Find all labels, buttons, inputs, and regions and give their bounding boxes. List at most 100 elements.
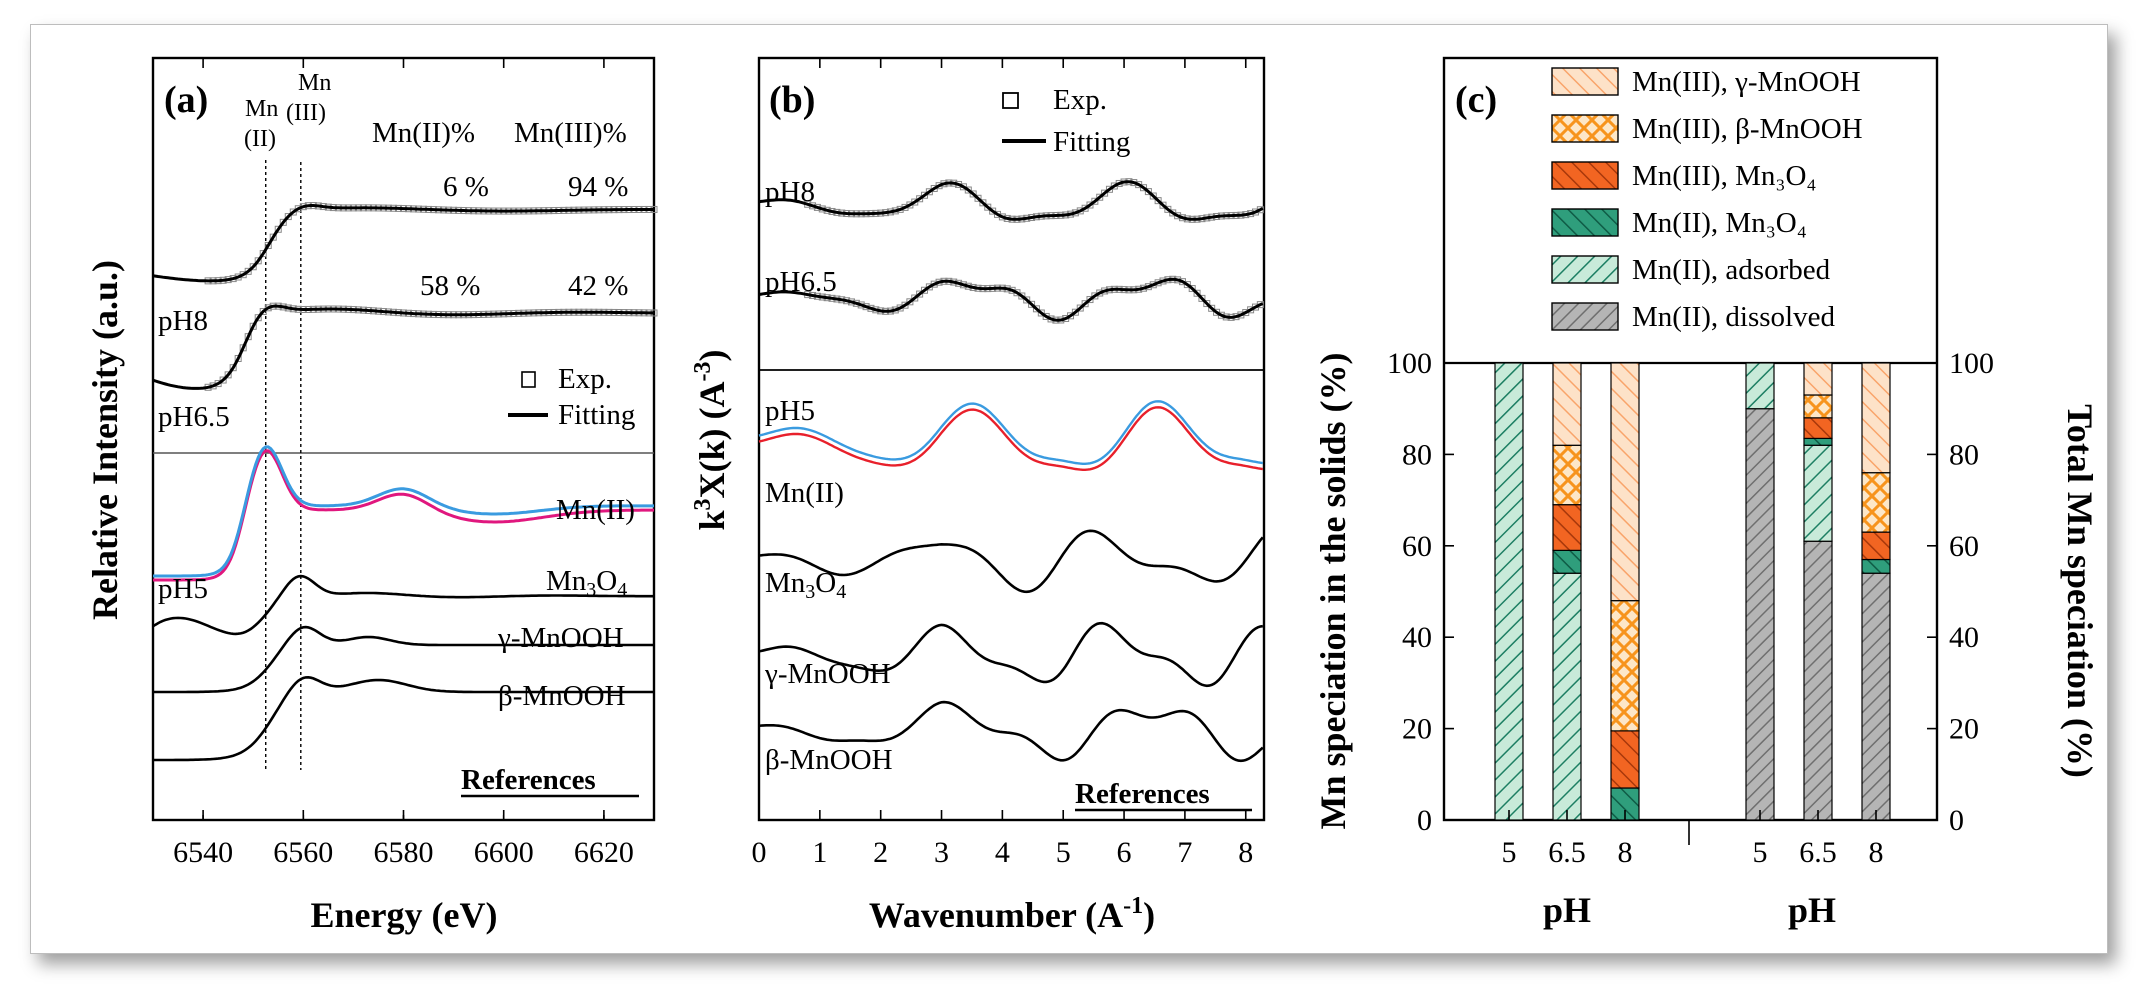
bar-total-ph65-mn-ii-mn-o-: [1803, 437, 1833, 446]
panel-c-ylabel-left: Mn speciation in the solids (%): [1313, 352, 1353, 829]
panel-b-references-title: References: [1075, 778, 1210, 810]
legend-label-5: Mn(III), γ-MnOOH: [1632, 66, 1861, 98]
bar-total-ph8-mn-iii-mnooh: [1861, 362, 1891, 474]
bar-solids-ph65-mn-iii-mnooh: [1552, 362, 1582, 446]
ph65-exafs-marker: [1076, 304, 1084, 312]
legend-swatch-1: [1551, 255, 1619, 284]
ph65-exafs-marker: [906, 298, 914, 306]
ph8-exafs-marker: [1086, 201, 1094, 209]
ph65-exafs-marker: [1071, 308, 1079, 316]
ph8-exafs-marker: [964, 186, 972, 194]
ph65-exafs-marker: [1208, 304, 1216, 312]
ph8-exafs-marker: [1091, 197, 1099, 205]
panel-a-x-tick-label: 6560: [273, 836, 333, 869]
panel-b-curves: [758, 178, 1264, 763]
bar-solids-ph65-mn-ii-adsorbed: [1552, 572, 1582, 821]
panel-a-xlabel: Energy (eV): [311, 895, 498, 935]
ph8-exp-marker: [274, 225, 282, 233]
ph65-exafs-marker: [1023, 296, 1031, 304]
ph65-exafs-marker: [916, 290, 924, 298]
bar-total-ph65-mn-ii-dissolved: [1803, 540, 1833, 821]
ph65-mn3-pct: 42 %: [568, 270, 628, 302]
ph8-exafs-marker: [1159, 201, 1167, 209]
panel-b-legend-exp: Exp.: [1053, 84, 1107, 116]
legend-label-2: Mn(II), Mn₃O₄: [1632, 207, 1807, 239]
bar-total-ph8-mn-iii-mn-o-: [1861, 531, 1891, 561]
panel-c-left-tick-label: 20: [1402, 713, 1432, 746]
ph8-exafs-marker: [1096, 193, 1104, 201]
ph8-exafs-marker: [969, 190, 977, 198]
panel-b-x-tick-label: 8: [1238, 836, 1253, 869]
ph8-exafs-marker: [979, 199, 987, 207]
bar-total-ph5-mn-ii-dissolved: [1745, 408, 1775, 821]
panel-c-x-tick-label: 8: [1869, 836, 1884, 869]
bar-total-ph65-mn-iii-mn-o-: [1803, 417, 1833, 440]
panel-b-x-tick-label: 2: [873, 836, 888, 869]
ph8-mn2-pct: 6 %: [443, 171, 489, 203]
bar-total-ph8-mn-iii-mnooh: [1861, 472, 1891, 533]
panel-b-ref-mn3o4: Mn3O4: [765, 567, 846, 603]
ph8-exp-marker: [244, 267, 252, 275]
legend-label-1: Mn(II), adsorbed: [1632, 254, 1831, 286]
ph8-exp-marker: [249, 263, 257, 271]
bar-solids-ph65-mn-iii-mnooh: [1552, 444, 1582, 506]
ph8-exafs-marker: [974, 194, 982, 202]
panel-c-xlabel-left: pH: [1543, 890, 1591, 930]
legend-label-3: Mn(III), Mn₃O₄: [1632, 160, 1817, 192]
ph8-exp-marker: [264, 241, 272, 249]
panel-b-x-tick-label: 1: [812, 836, 827, 869]
ph65-exp-marker: [224, 371, 232, 379]
panel-b-ph8-label: pH8: [765, 176, 815, 208]
panel-a-x-tick-label: 6620: [574, 836, 634, 869]
panel-a-x-tick-label: 6540: [173, 836, 233, 869]
panel-b-ref-mn2: Mn(II): [765, 477, 844, 509]
ph8-exp-marker: [254, 257, 262, 265]
bar-solids-ph5-mn-ii-adsorbed: [1494, 362, 1524, 821]
panel-a-label: (a): [164, 79, 208, 121]
ph8-exp-marker: [259, 250, 267, 258]
ph8-exafs-marker: [1164, 205, 1172, 213]
panel-a-legend-exp-marker: [521, 371, 536, 388]
ph8-exp-marker: [279, 218, 287, 226]
ph8-fit-curve: [152, 204, 654, 283]
bar-solids-ph8-mn-iii-mn-o-: [1610, 730, 1640, 789]
panel-b-mn3o4-curve: [758, 529, 1264, 594]
panel-c-speciation: 0 0 20 20 40 40 60 60 80 80 100 100 5 6.5 8 5 6.5 8 Mn(I…: [1313, 56, 2100, 930]
panel-a-x-tick-label: 6600: [474, 836, 534, 869]
panel-b-ref-gamma: γ-MnOOH: [764, 658, 891, 690]
ref-mn2-blue: [153, 445, 654, 578]
ph8-exafs-marker: [1154, 197, 1162, 205]
col-header-mn3: Mn(III)%: [514, 117, 627, 149]
ph65-exafs-marker: [911, 294, 919, 302]
panel-a-ph8-label: pH8: [158, 305, 208, 337]
ph8-exafs-marker: [1140, 184, 1148, 192]
mn3-edge-label-bottom: (III): [286, 100, 326, 126]
ph65-exafs-marker: [1032, 305, 1040, 313]
panel-b-legend-exp-marker: [1002, 92, 1019, 109]
panel-c-right-tick-label: 100: [1949, 347, 1994, 380]
panel-b-x-tick-label: 3: [934, 836, 949, 869]
bar-solids-ph8-mn-iii-mnooh: [1610, 362, 1640, 602]
bar-total-ph65-mn-ii-adsorbed: [1803, 444, 1833, 542]
ref-label-gamma: γ-MnOOH: [497, 622, 624, 654]
ph8-exafs-marker: [1149, 192, 1157, 200]
ph65-exafs-marker: [1086, 296, 1094, 304]
legend-swatch-4: [1551, 114, 1619, 143]
panel-a-ph65-label: pH6.5: [158, 401, 230, 433]
ph65-exafs-marker: [1188, 285, 1196, 293]
panel-c-x-tick-label: 5: [1753, 836, 1768, 869]
panel-a-references-title: References: [461, 764, 596, 796]
ph8-exp-marker: [284, 213, 292, 221]
panel-b-label: (b): [769, 79, 815, 121]
ph65-exp-marker: [259, 308, 267, 316]
ref-beta-curve: [153, 675, 654, 762]
panel-c-left-tick-label: 80: [1402, 438, 1432, 471]
panel-c-right-tick-label: 20: [1949, 713, 1979, 746]
panel-a-legend-exp: Exp.: [558, 363, 612, 395]
ref-gamma-curve: [153, 625, 654, 694]
ph8-exafs-marker: [984, 203, 992, 211]
ph65-exp-marker: [229, 364, 237, 372]
panel-b-legend-fit: Fitting: [1053, 126, 1130, 158]
panel-a-curves: [152, 202, 658, 762]
panel-b-ph5-label: pH5: [765, 395, 815, 427]
